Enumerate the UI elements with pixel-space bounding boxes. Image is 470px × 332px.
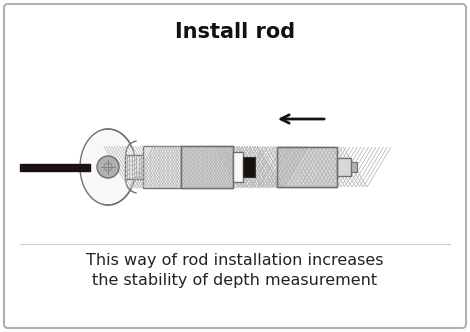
Circle shape xyxy=(126,169,150,193)
Bar xyxy=(181,146,233,188)
Text: Install rod: Install rod xyxy=(175,22,295,42)
Text: This way of rod installation increases: This way of rod installation increases xyxy=(86,253,384,268)
Polygon shape xyxy=(80,129,136,205)
Bar xyxy=(351,162,357,172)
Text: the stability of depth measurement: the stability of depth measurement xyxy=(93,273,377,288)
FancyBboxPatch shape xyxy=(4,4,466,328)
Bar xyxy=(243,157,255,177)
Bar xyxy=(143,146,181,188)
Circle shape xyxy=(126,141,150,165)
Bar xyxy=(337,158,351,176)
Bar xyxy=(233,152,243,182)
Bar xyxy=(277,147,337,187)
Bar xyxy=(181,146,233,188)
Bar xyxy=(125,155,143,179)
Circle shape xyxy=(97,156,119,178)
Bar xyxy=(277,147,337,187)
Bar xyxy=(20,163,90,171)
